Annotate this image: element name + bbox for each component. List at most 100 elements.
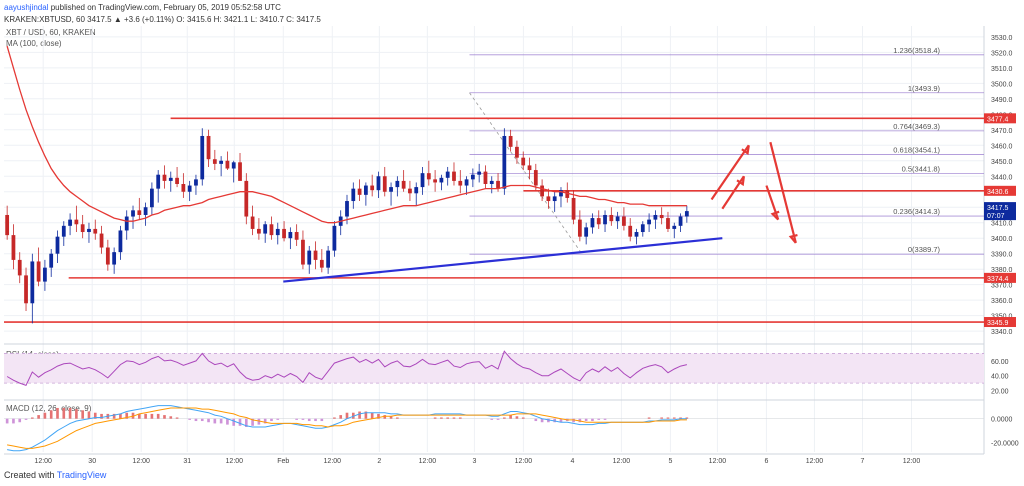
candle-body: [36, 261, 41, 282]
candle-body: [470, 174, 475, 180]
projection-arrow-down-head: [788, 233, 798, 244]
time-tick-label: 12:00: [806, 458, 824, 465]
candle-body: [464, 179, 469, 186]
candle-body: [231, 162, 236, 169]
time-tick-label: 12:00: [709, 458, 727, 465]
candle-body: [55, 236, 60, 254]
main-title: XBT / USD, 60, KRAKEN: [6, 28, 96, 37]
time-tick-label: 12:00: [132, 458, 150, 465]
candle-body: [80, 224, 85, 233]
candle-body: [30, 261, 35, 304]
candle-body: [376, 176, 381, 191]
rsi-line: [6, 350, 688, 387]
candle-body: [105, 247, 110, 265]
candle-body: [263, 224, 268, 234]
candle-body: [590, 218, 595, 228]
time-tick-label: 12:00: [515, 458, 533, 465]
candle-body: [357, 188, 362, 195]
time-tick-label: 12:00: [419, 458, 437, 465]
candle-body: [389, 187, 393, 192]
price-tick-label: 3450.0: [991, 159, 1013, 166]
candle-body: [118, 230, 123, 253]
time-tick-label: 3: [472, 458, 476, 465]
price-tick-label: 3360.0: [991, 298, 1013, 305]
price-chart[interactable]: 3340.03350.03360.03370.03380.03390.03400…: [0, 0, 1024, 470]
candle-body: [313, 250, 318, 260]
price-tick-label: 3460.0: [991, 143, 1013, 150]
price-level-tag-label: 3345.9: [987, 320, 1009, 327]
candle-body: [5, 214, 10, 236]
candle-body: [609, 214, 614, 222]
candle-body: [332, 225, 337, 251]
candle-body: [181, 184, 186, 192]
time-tick-label: 12:00: [613, 458, 631, 465]
candle-body: [628, 225, 633, 237]
candle-body: [131, 210, 135, 217]
time-tick-label: 7: [861, 458, 865, 465]
candle-body: [414, 187, 419, 194]
candle-body: [225, 160, 230, 169]
rsi-tick-label: 60.00: [991, 359, 1009, 366]
support-trendline: [283, 237, 723, 283]
time-tick-label: 12:00: [226, 458, 244, 465]
fib-level-label: 0.5(3441.8): [902, 164, 941, 173]
price-tick-label: 3530.0: [991, 35, 1013, 42]
projection-arrow-short-up-head: [736, 176, 745, 187]
rsi-tick-label: 20.00: [991, 389, 1009, 396]
current-price-label: 3417.5: [987, 205, 1009, 212]
candle-body: [282, 228, 286, 239]
candle-body: [257, 228, 261, 234]
candle-body: [87, 228, 91, 233]
candle-body: [483, 171, 488, 184]
candle-body: [187, 185, 192, 192]
author-link[interactable]: aayushjindal: [4, 3, 49, 12]
time-tick-label: 6: [764, 458, 768, 465]
time-tick-label: 2: [377, 458, 381, 465]
ma-100-line: [6, 45, 687, 224]
candle-body: [363, 185, 368, 195]
candle-body: [382, 176, 387, 192]
candle-body: [307, 250, 312, 265]
price-tick-label: 3340.0: [991, 329, 1013, 336]
candle-body: [678, 216, 683, 226]
projection-arrow-short-up: [721, 175, 745, 210]
candle-body: [445, 171, 450, 178]
price-level-tag: [984, 185, 1016, 196]
candle-body: [565, 190, 570, 198]
tradingview-logo[interactable]: TradingView: [56, 470, 107, 480]
ohlc-line: KRAKEN:XBTUSD, 60 3417.5 ▲ +3.6 (+0.11%)…: [4, 15, 321, 24]
candle-body: [74, 219, 79, 225]
candle-body: [370, 185, 375, 191]
candle-body: [61, 225, 66, 237]
candle-body: [99, 233, 104, 248]
time-tick-label: Feb: [277, 458, 289, 465]
time-tick-label: 30: [88, 458, 96, 465]
candle-body: [49, 253, 54, 268]
price-tick-label: 3370.0: [991, 283, 1013, 290]
price-tick-label: 3440.0: [991, 174, 1013, 181]
candle-body: [401, 180, 406, 189]
rsi-band: [4, 353, 984, 384]
fib-level-label: 1(3493.9): [908, 84, 941, 93]
price-tick-label: 3470.0: [991, 128, 1013, 135]
candle-body: [269, 224, 274, 236]
candle-body: [502, 135, 507, 189]
candle-body: [653, 214, 658, 220]
fib-level-label: 0(3389.7): [908, 245, 941, 254]
price-tick-label: 3390.0: [991, 252, 1013, 259]
price-tick-label: 3410.0: [991, 221, 1013, 228]
candle-body: [238, 162, 242, 181]
candle-body: [426, 173, 431, 180]
candle-body: [596, 218, 601, 225]
price-level-tag-label: 3477.4: [987, 116, 1009, 123]
publish-text: published on TradingView.com, February 0…: [50, 3, 281, 12]
projection-arrow-down: [769, 141, 797, 244]
candle-body: [301, 239, 305, 265]
candle-body: [319, 259, 324, 268]
macd-line: [7, 405, 687, 452]
fib-level-label: 0.764(3469.3): [893, 122, 940, 131]
macd-tick-label: 0.0000: [991, 417, 1013, 424]
candle-body: [659, 214, 664, 219]
price-tick-label: 3510.0: [991, 66, 1013, 73]
